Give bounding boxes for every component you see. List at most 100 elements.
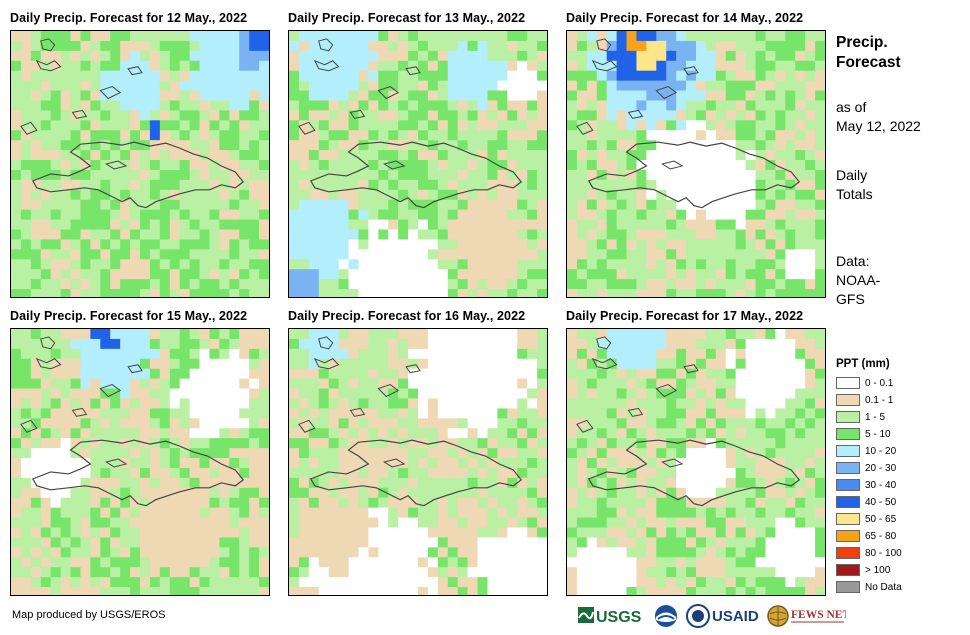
island-coastline xyxy=(313,59,340,72)
legend-label: 65 - 80 xyxy=(865,530,897,542)
fews-net-logo-text: FEWS NET xyxy=(791,609,846,621)
island-coastline xyxy=(661,458,684,468)
island-coastline xyxy=(576,419,594,433)
island-coastline xyxy=(377,86,400,100)
data-source-label: Data: xyxy=(836,253,870,269)
fews-net-logo: FEWS NET xyxy=(791,609,846,623)
hispaniola-coastline xyxy=(309,141,523,209)
hispaniola-coastline xyxy=(31,439,245,507)
legend-item: 0 - 0.1 xyxy=(836,377,893,389)
legend-swatch xyxy=(836,530,860,542)
island-coastline xyxy=(377,384,400,398)
panel-title-12-may: Daily Precip. Forecast for 12 May., 2022 xyxy=(10,11,248,25)
data-source-line2: NOAA- xyxy=(836,272,881,288)
island-coastline xyxy=(127,66,143,76)
island-coastline xyxy=(591,59,618,72)
legend-swatch xyxy=(836,581,860,593)
island-coastline xyxy=(105,160,128,170)
legend-label: 50 - 65 xyxy=(865,513,897,525)
precipitation-raster xyxy=(11,31,269,297)
hispaniola-coastline xyxy=(587,141,801,209)
legend-swatch xyxy=(836,445,860,457)
map-panel-13-may xyxy=(288,30,548,298)
precipitation-raster xyxy=(11,329,269,595)
legend-item: 10 - 20 xyxy=(836,445,896,457)
map-credit: Map produced by USGS/EROS xyxy=(12,609,166,621)
panel-title-14-may: Daily Precip. Forecast for 14 May., 2022 xyxy=(566,11,804,25)
legend-item: 20 - 30 xyxy=(836,462,896,474)
island-coastline xyxy=(99,86,122,100)
island-coastline xyxy=(20,121,38,135)
island-coastline xyxy=(683,364,699,374)
legend-title: PPT (mm) xyxy=(836,358,890,370)
legend-label: No Data xyxy=(865,581,902,593)
island-coastline xyxy=(576,121,594,135)
island-coastline xyxy=(655,384,678,398)
legend-label: 80 - 100 xyxy=(865,547,902,559)
legend-item: 1 - 5 xyxy=(836,411,885,423)
island-coastline xyxy=(298,121,316,135)
legend-swatch xyxy=(836,411,860,423)
legend-label: 0 - 0.1 xyxy=(865,377,894,389)
data-source: Data: NOAA- GFS xyxy=(836,252,880,309)
legend-swatch xyxy=(836,394,860,406)
legend-label: 5 - 10 xyxy=(865,428,891,440)
map-panel-15-may xyxy=(10,328,270,596)
legend-label: 30 - 40 xyxy=(865,479,897,491)
island-coastline xyxy=(655,86,678,100)
daily-label: Daily xyxy=(836,167,868,183)
legend-item: 0.1 - 1 xyxy=(836,394,893,406)
island-coastline xyxy=(596,336,612,350)
island-coastline xyxy=(627,407,644,417)
island-coastline xyxy=(105,458,128,468)
as-of-date: as of May 12, 2022 xyxy=(836,98,921,136)
island-coastline xyxy=(661,160,684,170)
island-coastline xyxy=(405,66,421,76)
legend-item: 30 - 40 xyxy=(836,479,896,491)
legend-item: > 100 xyxy=(836,564,890,576)
legend-item: 65 - 80 xyxy=(836,530,896,542)
legend-swatch xyxy=(836,547,860,559)
legend-label: 0.1 - 1 xyxy=(865,394,894,406)
as-of-label: as of xyxy=(836,99,867,115)
panel-title-13-may: Daily Precip. Forecast for 13 May., 2022 xyxy=(288,11,526,25)
island-coastline xyxy=(596,38,612,52)
island-coastline xyxy=(683,66,699,76)
island-coastline xyxy=(298,419,316,433)
island-coastline xyxy=(313,357,340,370)
usaid-logo-text: USAID xyxy=(712,608,759,625)
totals-label: Totals xyxy=(836,186,873,202)
island-coastline xyxy=(40,38,56,52)
precipitation-raster xyxy=(567,329,825,595)
map-panel-12-may xyxy=(10,30,270,298)
side-title-line2: Forecast xyxy=(836,54,901,71)
island-coastline xyxy=(71,109,88,119)
legend-item: 5 - 10 xyxy=(836,428,891,440)
precipitation-raster xyxy=(567,31,825,297)
side-title: Precip. Forecast xyxy=(836,33,901,73)
map-panel-14-may xyxy=(566,30,826,298)
map-panel-17-may xyxy=(566,328,826,596)
island-coastline xyxy=(349,109,366,119)
island-coastline xyxy=(318,336,334,350)
island-coastline xyxy=(127,364,143,374)
legend-label: 1 - 5 xyxy=(865,411,886,423)
island-coastline xyxy=(627,109,644,119)
island-coastline xyxy=(383,458,406,468)
legend-swatch xyxy=(836,377,860,389)
hispaniola-coastline xyxy=(309,439,523,507)
hispaniola-coastline xyxy=(31,141,245,209)
legend-swatch xyxy=(836,428,860,440)
panel-title-17-may: Daily Precip. Forecast for 17 May., 2022 xyxy=(566,309,804,323)
usgs-logo-text: USGS xyxy=(596,609,642,626)
legend-swatch xyxy=(836,513,860,525)
island-coastline xyxy=(383,160,406,170)
partner-logos: USGS USAID FEWS NET xyxy=(578,603,846,629)
map-panel-16-may xyxy=(288,328,548,596)
legend-label: 10 - 20 xyxy=(865,445,897,457)
legend-swatch xyxy=(836,564,860,576)
legend-item: 80 - 100 xyxy=(836,547,902,559)
side-title-line1: Precip. xyxy=(836,34,888,51)
legend-label: 40 - 50 xyxy=(865,496,897,508)
island-coastline xyxy=(35,59,62,72)
